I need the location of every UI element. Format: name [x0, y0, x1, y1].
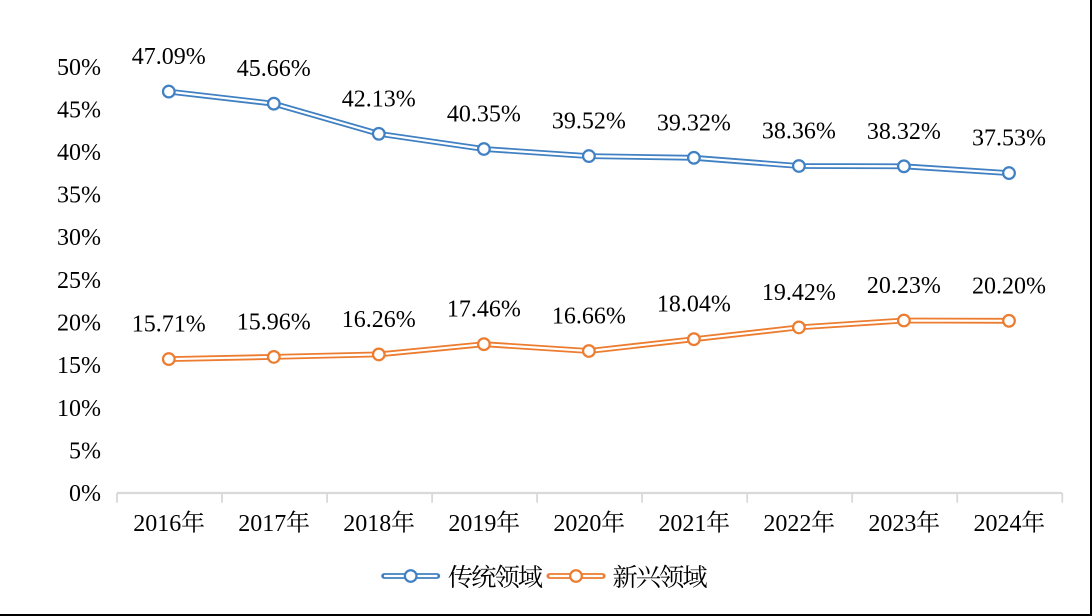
svg-text:16.66%: 16.66% [552, 304, 626, 330]
svg-text:50%: 50% [57, 55, 101, 81]
svg-text:20%: 20% [57, 311, 101, 337]
svg-text:2017: 2017 [238, 511, 286, 537]
svg-text:5%: 5% [69, 438, 101, 464]
svg-text:20.20%: 20.20% [972, 273, 1046, 299]
svg-text:17.46%: 17.46% [447, 297, 521, 323]
svg-text:40.35%: 40.35% [447, 102, 521, 128]
svg-text:38.32%: 38.32% [867, 119, 941, 145]
svg-text:39.32%: 39.32% [657, 110, 731, 136]
svg-text:38.36%: 38.36% [762, 119, 836, 145]
svg-text:45%: 45% [57, 97, 101, 123]
svg-text:42.13%: 42.13% [342, 86, 416, 112]
svg-text:37.53%: 37.53% [972, 126, 1046, 152]
svg-text:2020: 2020 [553, 511, 601, 537]
svg-text:20.23%: 20.23% [867, 273, 941, 299]
svg-text:18.04%: 18.04% [657, 292, 731, 318]
svg-text:2021: 2021 [658, 511, 706, 537]
svg-text:39.52%: 39.52% [552, 109, 626, 135]
svg-text:2024: 2024 [974, 511, 1022, 537]
svg-text:2016: 2016 [133, 511, 181, 537]
svg-text:15.96%: 15.96% [237, 309, 311, 335]
svg-text:2022: 2022 [763, 511, 811, 537]
svg-text:35%: 35% [57, 183, 101, 209]
svg-text:15.71%: 15.71% [132, 312, 206, 338]
svg-text:2023: 2023 [868, 511, 916, 537]
svg-text:0%: 0% [69, 481, 101, 507]
svg-text:10%: 10% [57, 396, 101, 422]
svg-text:19.42%: 19.42% [762, 280, 836, 306]
svg-text:2019: 2019 [448, 511, 496, 537]
svg-text:47.09%: 47.09% [132, 44, 206, 70]
svg-text:15%: 15% [57, 353, 101, 379]
svg-text:45.66%: 45.66% [237, 56, 311, 82]
svg-text:40%: 40% [57, 140, 101, 166]
svg-text:2018: 2018 [343, 511, 391, 537]
svg-text:30%: 30% [57, 225, 101, 251]
svg-text:16.26%: 16.26% [342, 307, 416, 333]
svg-text:25%: 25% [57, 268, 101, 294]
